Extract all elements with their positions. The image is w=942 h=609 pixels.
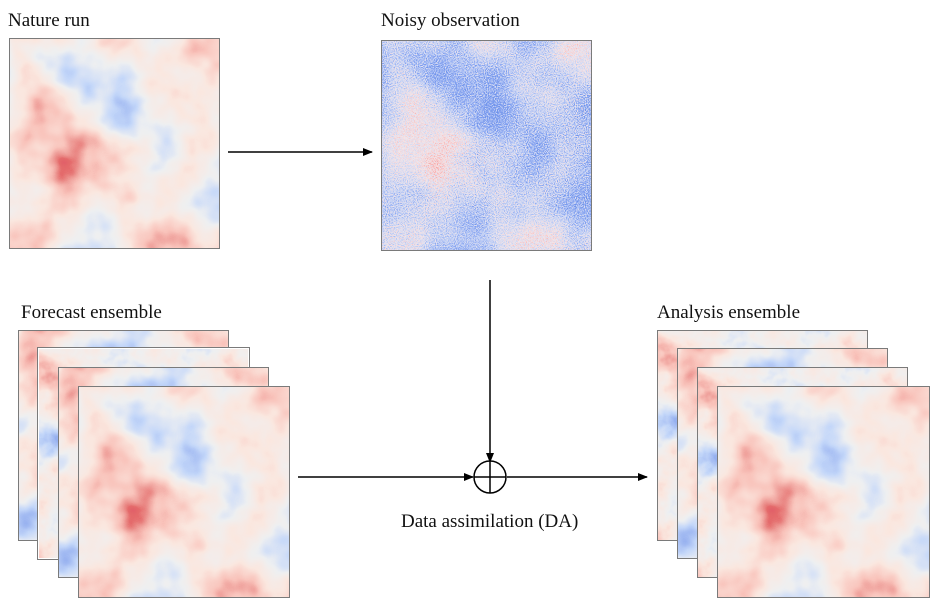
noisy-observation-field — [381, 40, 592, 251]
forecast-member-4 — [78, 386, 290, 598]
noisy-observation-label: Noisy observation — [381, 10, 520, 31]
nature-run-label: Nature run — [8, 10, 90, 31]
nature-run-field — [9, 38, 220, 249]
forecast-ensemble-label: Forecast ensemble — [21, 302, 162, 323]
da-operator-icon — [473, 460, 507, 494]
data-assimilation-label: Data assimilation (DA) — [401, 511, 579, 532]
analysis-member-4 — [717, 386, 930, 598]
analysis-ensemble-label: Analysis ensemble — [657, 302, 801, 323]
